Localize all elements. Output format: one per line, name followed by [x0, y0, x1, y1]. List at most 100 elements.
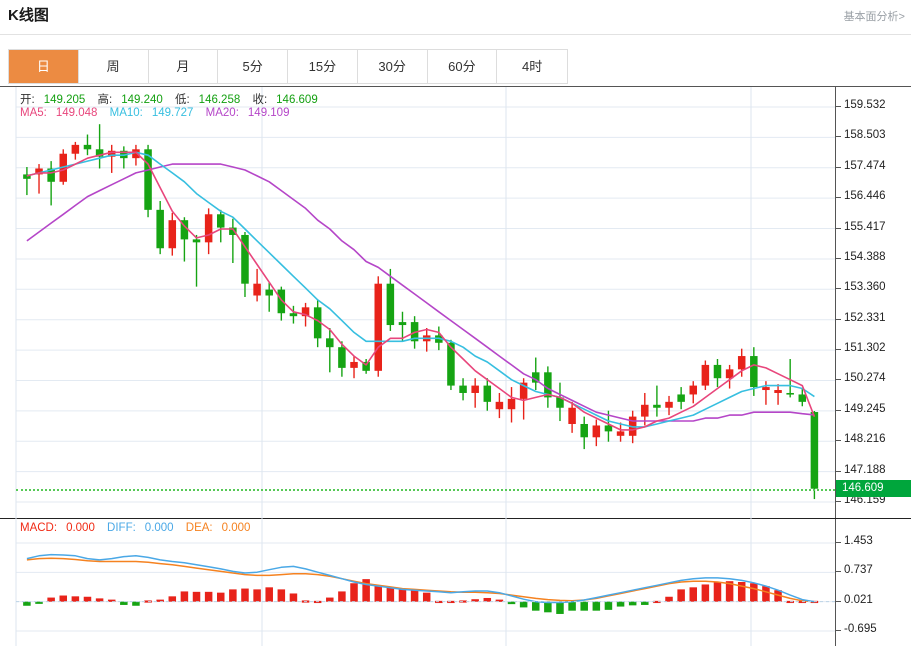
candle-body	[604, 425, 613, 432]
candle-body	[519, 382, 528, 399]
candle-body	[580, 423, 588, 438]
candle-body	[701, 364, 710, 386]
candle-body	[289, 313, 298, 317]
macd-histogram-bar	[289, 593, 298, 602]
candle-body	[556, 397, 564, 408]
low-value: 146.258	[198, 94, 241, 106]
candle-body	[568, 407, 576, 424]
tick-mark	[836, 288, 841, 290]
macd-value: 0.000	[66, 522, 95, 534]
candle-body	[689, 385, 698, 395]
timeframe-tab-4[interactable]: 15分	[288, 50, 358, 83]
timeframe-tab-6[interactable]: 60分	[427, 50, 498, 83]
macd-histogram-bar	[156, 599, 164, 602]
candle-body	[507, 398, 516, 410]
macd-line	[26, 557, 815, 603]
candlestick-svg	[15, 87, 835, 519]
ohlc-legend: 开: 149.205 高: 149.240 低: 146.258 收: 146.609	[20, 91, 327, 107]
tick-mark	[836, 166, 841, 168]
price-tick-label: 150.274	[844, 372, 886, 385]
macd-svg	[15, 519, 835, 646]
candle-body	[531, 372, 540, 383]
macd-histogram-bar	[556, 601, 564, 614]
header-divider	[0, 34, 911, 35]
candle-body	[144, 149, 152, 210]
macd-histogram-bar	[568, 601, 576, 611]
candle-body	[229, 227, 237, 235]
candle-body	[265, 289, 273, 296]
macd-histogram-bar	[362, 579, 370, 602]
macd-histogram-bar	[725, 581, 734, 602]
macd-histogram-bar	[544, 601, 552, 613]
timeframe-tab-label: 5分	[242, 59, 263, 74]
candle-body	[737, 356, 746, 370]
page-title: K线图	[8, 7, 49, 24]
timeframe-tab-3[interactable]: 5分	[218, 50, 288, 83]
timeframe-tab-label: 60分	[448, 59, 476, 74]
diff-label: DIFF:	[107, 522, 136, 534]
candle-body	[786, 392, 794, 395]
macd-plot[interactable]	[15, 519, 835, 646]
candle-body	[71, 144, 80, 154]
macd-tick-label: 0.737	[844, 564, 873, 577]
timeframe-tab-1[interactable]: 周	[78, 50, 149, 83]
macd-histogram-bar	[737, 582, 746, 602]
macd-histogram-bar	[47, 597, 55, 602]
candle-body	[750, 356, 758, 388]
macd-histogram-bar	[713, 582, 722, 602]
ma-line	[26, 151, 816, 431]
price-tick-label: 156.446	[844, 190, 886, 203]
macd-tick-label: -0.695	[844, 623, 877, 635]
ma5-value: 149.048	[55, 107, 98, 119]
candle-body	[483, 385, 492, 402]
macd-histogram-bar	[71, 596, 80, 602]
price-tick-label: 155.417	[844, 220, 886, 233]
ma-legend: MA5: 149.048 MA10: 149.727 MA20: 149.109	[20, 107, 298, 119]
tick-mark	[836, 571, 841, 573]
macd-histogram-bar	[641, 601, 649, 605]
candle-body	[665, 401, 673, 408]
candle-body	[544, 372, 552, 398]
diff-value: 0.000	[144, 522, 174, 534]
candle-body	[592, 425, 601, 438]
macd-legend: MACD: 0.000 DIFF: 0.000 DEA: 0.000	[20, 522, 259, 534]
macd-histogram-bar	[204, 591, 213, 602]
macd-histogram-bar	[350, 583, 358, 602]
candle-body	[35, 168, 43, 175]
current-price-badge: 146.609	[836, 480, 911, 498]
price-tick-label: 157.474	[844, 159, 886, 172]
macd-histogram-bar	[192, 591, 201, 602]
tick-mark	[836, 349, 841, 351]
candle-body	[677, 394, 685, 402]
ma-line	[26, 163, 815, 422]
candle-body	[301, 307, 310, 317]
macd-histogram-bar	[471, 599, 479, 602]
candlestick-plot[interactable]	[15, 87, 835, 519]
timeframe-tab-bar[interactable]: 日 周 月 5分 15分 30分 60分 4时	[8, 49, 568, 84]
ma10-value: 149.727	[151, 107, 194, 119]
macd-histogram-bar	[241, 588, 249, 602]
page-header: K线图 基本面分析>	[0, 0, 911, 36]
tick-mark	[836, 630, 841, 631]
fundamental-analysis-link[interactable]: 基本面分析>	[843, 11, 905, 23]
macd-histogram-bar	[689, 587, 698, 602]
timeframe-tab-2[interactable]: 月	[148, 50, 219, 83]
macd-histogram-bar	[168, 596, 177, 602]
price-tick-label: 152.331	[844, 311, 886, 324]
macd-histogram-bar	[701, 584, 710, 602]
timeframe-tab-0[interactable]: 日	[9, 50, 79, 83]
candle-body	[471, 385, 479, 393]
timeframe-tab-label: 15分	[308, 59, 337, 74]
macd-histogram-bar	[386, 587, 395, 602]
timeframe-tab-7[interactable]: 4时	[497, 50, 567, 83]
macd-histogram-bar	[374, 585, 383, 602]
tick-mark	[836, 136, 841, 138]
candle-body	[459, 385, 467, 393]
dea-value: 0.000	[221, 522, 251, 534]
tick-mark	[836, 197, 841, 199]
timeframe-tab-label: 周	[106, 59, 120, 74]
candle-body	[398, 322, 407, 326]
macd-histogram-bar	[774, 590, 782, 602]
timeframe-tab-5[interactable]: 30分	[357, 50, 428, 83]
macd-tick-label: 0.021	[844, 593, 873, 606]
